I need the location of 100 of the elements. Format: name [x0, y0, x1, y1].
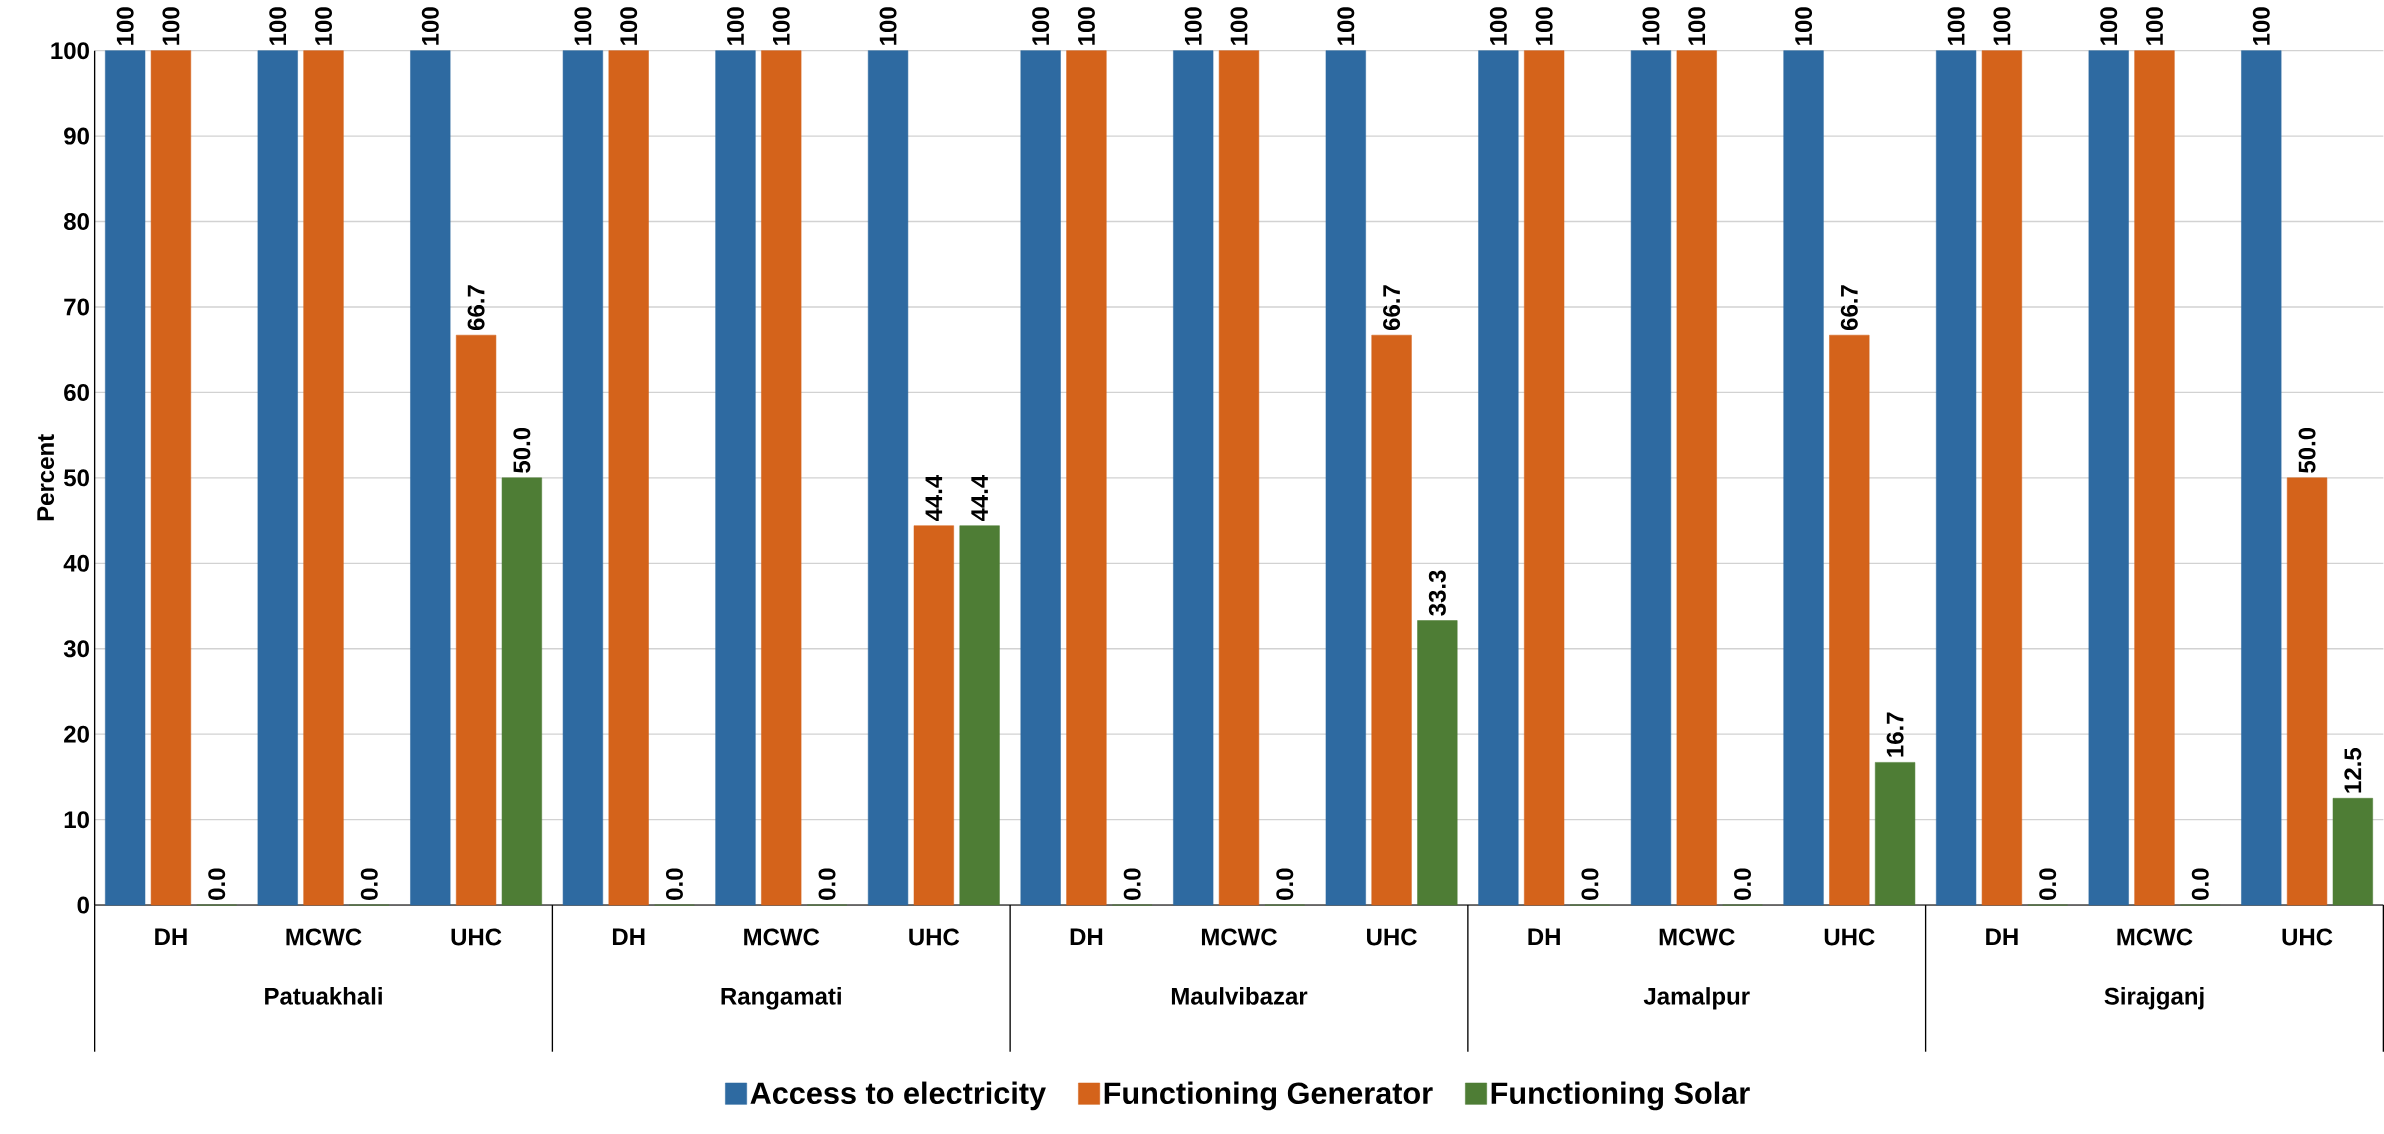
- data-label: 66.7: [1840, 285, 1858, 330]
- bar: [959, 525, 1000, 906]
- y-tick-label: 60: [64, 383, 89, 401]
- data-label: 100: [1795, 7, 1813, 45]
- bar: [2241, 50, 2282, 906]
- data-label: 100: [162, 7, 180, 45]
- bar: [608, 50, 649, 906]
- data-label: 66.7: [1383, 285, 1401, 330]
- bar: [1325, 50, 1366, 906]
- data-label: 50.0: [2298, 427, 2316, 473]
- bar: [913, 525, 954, 906]
- y-tick-label: 70: [64, 298, 89, 316]
- data-label: 0.0: [1276, 868, 1294, 900]
- data-label: 100: [1184, 7, 1202, 45]
- bar: [1981, 50, 2023, 906]
- data-label: 0.0: [2039, 868, 2057, 900]
- bar: [1417, 620, 1458, 906]
- data-label: 100: [1535, 7, 1553, 45]
- x-tick-label: MCWC: [1201, 928, 1277, 946]
- x-tick-label: UHC: [1824, 928, 1875, 946]
- data-label: 100: [879, 7, 897, 45]
- data-label: 16.7: [1886, 712, 1904, 757]
- y-tick-label: 20: [64, 725, 89, 743]
- bar: [1630, 50, 1672, 906]
- data-label: 0.0: [2191, 868, 2209, 900]
- bar: [715, 50, 756, 906]
- data-label: 44.4: [971, 474, 988, 521]
- data-label: 0.0: [1123, 868, 1141, 900]
- data-label: 0.0: [1581, 868, 1599, 900]
- bar: [2286, 477, 2328, 906]
- data-label: 100: [1688, 7, 1706, 45]
- bar: [1829, 334, 1870, 906]
- y-tick-label: 10: [64, 810, 89, 828]
- bar: [1173, 50, 1214, 906]
- bar: [1676, 50, 1717, 906]
- data-label: 100: [2145, 7, 2163, 45]
- bar: [1218, 50, 1260, 906]
- data-label: 100: [574, 7, 592, 45]
- text: Rangamati: [721, 986, 841, 1010]
- data-label: 100: [772, 7, 790, 45]
- data-label: 100: [726, 7, 744, 45]
- data-label: 33.3: [1428, 570, 1446, 616]
- y-tick-label: 0: [77, 896, 89, 914]
- bar: [410, 50, 451, 906]
- data-label: 100: [1642, 7, 1660, 45]
- bar: [1783, 50, 1824, 906]
- bar: [105, 50, 146, 906]
- y-tick-label: 90: [64, 127, 89, 145]
- bar: [1066, 50, 1107, 906]
- x-tick-label: MCWC: [286, 928, 362, 946]
- data-label: 100: [1489, 7, 1507, 45]
- x-tick-label: UHC: [2282, 928, 2333, 946]
- legend-label: Functioning Solar: [1491, 1081, 1750, 1111]
- x-tick-label: DH: [155, 928, 187, 945]
- x-tick-label: DH: [1070, 928, 1103, 945]
- data-label: 100: [1337, 7, 1355, 45]
- bar: [1874, 761, 1916, 906]
- x-tick-label: DH: [1528, 928, 1560, 945]
- bar: [1524, 50, 1565, 906]
- data-label: 100: [620, 7, 638, 45]
- data-label: 12.5: [2344, 747, 2362, 793]
- data-label: 100: [1993, 7, 2011, 45]
- data-label: 100: [116, 7, 134, 45]
- data-label: 100: [315, 7, 332, 45]
- data-label: 50.0: [513, 427, 531, 473]
- x-tick-label: MCWC: [2117, 928, 2193, 946]
- bar: [501, 477, 542, 906]
- text: Maulvibazar: [1171, 986, 1308, 1005]
- data-label: 100: [1077, 7, 1095, 45]
- bar: [562, 50, 604, 906]
- y-tick-label: 50: [63, 469, 89, 487]
- legend-label: Functioning Generator: [1104, 1081, 1433, 1111]
- data-label: 0.0: [665, 868, 683, 900]
- x-tick-label: DH: [1986, 928, 2018, 945]
- bar: [150, 50, 192, 906]
- y-axis-title: Percent: [37, 433, 55, 521]
- y-tick-label: 40: [63, 554, 89, 572]
- y-tick-label: 30: [63, 640, 89, 658]
- bar: [303, 50, 344, 906]
- data-label: 44.4: [925, 474, 943, 521]
- bar: [761, 50, 802, 906]
- data-label: 100: [1947, 7, 1965, 45]
- bar: [2134, 50, 2175, 906]
- x-tick-label: UHC: [909, 928, 960, 946]
- data-label: 100: [1230, 7, 1248, 45]
- bar: [2332, 797, 2373, 906]
- data-label: 100: [1032, 7, 1050, 45]
- text: Sirajganj: [2104, 986, 2204, 1010]
- data-label: 66.7: [467, 285, 485, 330]
- x-tick-label: UHC: [451, 928, 502, 946]
- x-tick-label: MCWC: [744, 928, 820, 946]
- text: Jamalpur: [1643, 986, 1750, 1010]
- bar: [257, 50, 298, 906]
- legend-label: Access to electricity: [750, 1081, 1046, 1110]
- data-label: 100: [2252, 7, 2270, 45]
- y-tick-label: 100: [51, 41, 89, 59]
- y-tick-label: 80: [64, 212, 89, 230]
- data-label: 0.0: [818, 868, 836, 900]
- bar: [1371, 334, 1412, 906]
- bar: [867, 50, 909, 906]
